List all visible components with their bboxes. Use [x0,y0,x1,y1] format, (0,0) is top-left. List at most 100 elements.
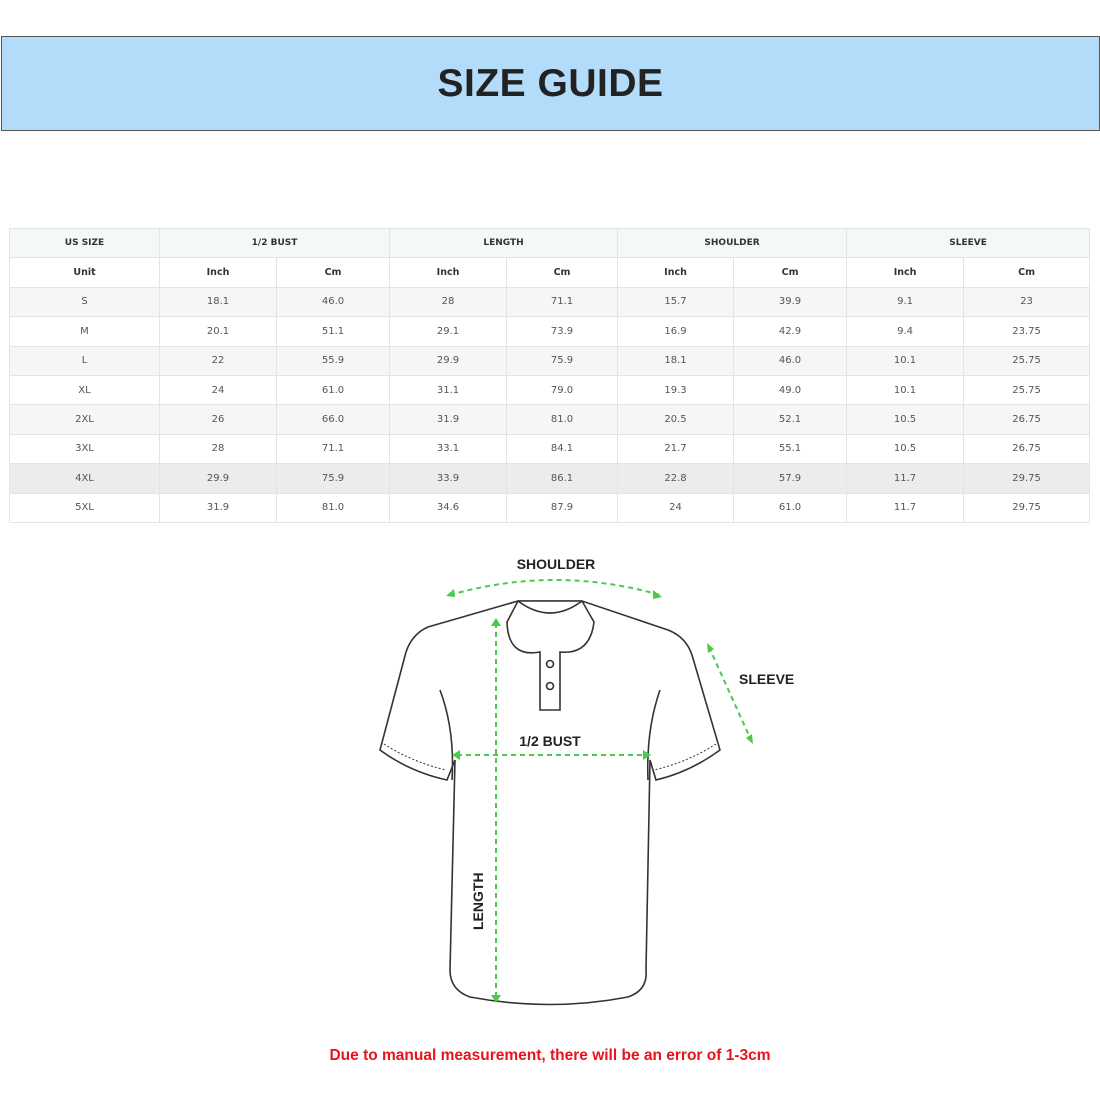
table-row: 5XL 31.9 81.0 34.6 87.9 24 61.0 11.7 29.75 [9,492,1091,523]
table-cell: M [9,316,160,347]
table-cell: 22 [159,345,277,376]
unit-header-row: Unit Inch Cm Inch Cm Inch Cm Inch Cm [9,257,1091,288]
table-cell: 24 [159,374,277,406]
table-row: 4XL 29.9 75.9 33.9 86.1 22.8 57.9 11.7 29.75 [9,463,1091,494]
table-cell: 22.8 [617,463,735,494]
table-cell: 10.5 [846,433,965,465]
size-table: US SIZE 1/2 BUST LENGTH SHOULDER SLEEVE Unit I… [9,227,1091,523]
table-cell: 71.1 [275,433,391,465]
table-cell: 18.1 [617,345,735,376]
table-cell: 23 [963,286,1091,318]
table-cell: 3XL [9,433,160,465]
group-header: 1/2 BUST [158,227,391,259]
table-cell: 26 [159,404,277,435]
group-header: SLEEVE [846,227,1091,259]
table-cell: 61.0 [275,374,391,406]
table-row: 2XL 26 66.0 31.9 81.0 20.5 52.1 10.5 26.75 [9,404,1091,435]
shirt-diagram: SHOULDER SLEEVE 1/2 BUST LENGTH [379,556,794,1006]
table-cell: 29.1 [389,316,508,347]
measure-arrows [449,579,752,998]
table-cell: 39.9 [733,286,848,318]
table-cell: 81.0 [506,404,619,435]
table-cell: 20.5 [617,404,735,435]
table-cell: 79.0 [506,374,619,406]
table-cell: 26.75 [963,433,1091,465]
table-cell: 34.6 [389,492,508,523]
table-cell: 46.0 [733,345,848,376]
unit-header: Inch [389,257,508,288]
table-cell: 51.1 [275,316,391,347]
sleeve-label: SLEEVE [739,671,794,687]
unit-header: Cm [506,257,619,288]
table-cell: 2XL [9,404,160,435]
table-cell: 55.1 [733,433,848,465]
table-cell: 9.1 [846,286,965,318]
table-cell: 73.9 [506,316,619,347]
table-cell: 9.4 [846,316,965,347]
table-cell: 11.7 [846,492,965,523]
table-cell: 75.9 [506,345,619,376]
table-cell: 66.0 [275,404,391,435]
table-row: S 18.1 46.0 28 71.1 15.7 39.9 9.1 23 [9,286,1091,318]
unit-header: Inch [617,257,735,288]
table-cell: 11.7 [846,463,965,494]
table-cell: 10.5 [846,404,965,435]
table-cell: 31.9 [159,492,277,523]
table-cell: 46.0 [275,286,391,318]
table-cell: 23.75 [963,316,1091,347]
table-cell: S [9,286,160,318]
title-banner: SIZE GUIDE [1,36,1100,131]
table-cell: 57.9 [733,463,848,494]
shirt-outline [379,600,721,1006]
table-cell: 55.9 [275,345,391,376]
unit-header: Inch [159,257,277,288]
table-cell: 16.9 [617,316,735,347]
table-cell: 52.1 [733,404,848,435]
table-cell: 33.1 [389,433,508,465]
table-row: XL 24 61.0 31.1 79.0 19.3 49.0 10.1 25.75 [9,374,1091,406]
measurement-note: Due to manual measurement, there will be… [329,1047,771,1064]
page-title: SIZE GUIDE [437,61,664,105]
table-row: L 22 55.9 29.9 75.9 18.1 46.0 10.1 25.75 [9,345,1091,376]
table-cell: 25.75 [963,345,1091,376]
length-label: LENGTH [470,872,486,930]
table-cell: 25.75 [963,374,1091,406]
table-cell: 42.9 [733,316,848,347]
table-row: M 20.1 51.1 29.1 73.9 16.9 42.9 9.4 23.75 [9,316,1091,347]
group-header: US SIZE [9,227,160,259]
table-cell: 28 [389,286,508,318]
group-header: SHOULDER [617,227,848,259]
table-cell: 4XL [9,463,160,494]
table-cell: 86.1 [506,463,619,494]
table-cell: 61.0 [733,492,848,523]
table-cell: 19.3 [617,374,735,406]
table-cell: 20.1 [159,316,277,347]
table-cell: 84.1 [506,433,619,465]
table-cell: XL [9,374,160,406]
group-header: LENGTH [389,227,619,259]
shoulder-label: SHOULDER [517,556,596,572]
bust-label: 1/2 BUST [519,733,581,749]
group-header-row: US SIZE 1/2 BUST LENGTH SHOULDER SLEEVE [9,227,1091,259]
table-cell: 26.75 [963,404,1091,435]
table-cell: 49.0 [733,374,848,406]
table-cell: 71.1 [506,286,619,318]
unit-header: Cm [963,257,1091,288]
table-cell: 10.1 [846,345,965,376]
table-cell: 15.7 [617,286,735,318]
table-cell: 33.9 [389,463,508,494]
table-cell: 21.7 [617,433,735,465]
table-cell: 31.9 [389,404,508,435]
table-row: 3XL 28 71.1 33.1 84.1 21.7 55.1 10.5 26.75 [9,433,1091,465]
table-cell: 29.75 [963,463,1091,494]
unit-header: Unit [9,257,160,288]
table-cell: 75.9 [275,463,391,494]
unit-header: Inch [846,257,965,288]
table-cell: 5XL [9,492,160,523]
unit-header: Cm [733,257,848,288]
table-cell: L [9,345,160,376]
table-cell: 31.1 [389,374,508,406]
table-cell: 28 [159,433,277,465]
unit-header: Cm [275,257,391,288]
table-cell: 29.9 [159,463,277,494]
